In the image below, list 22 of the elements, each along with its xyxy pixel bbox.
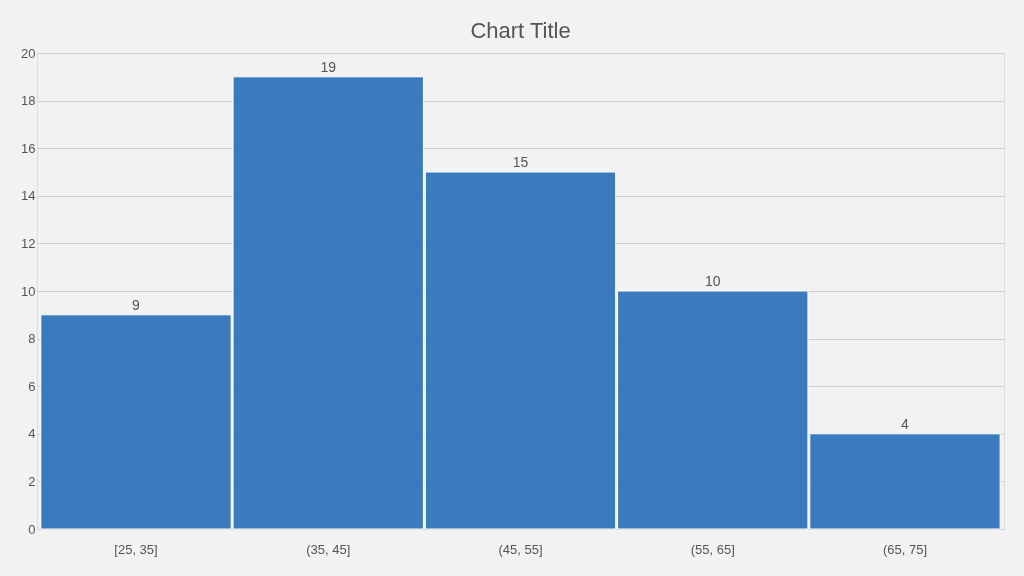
y-tick-label: 10 <box>21 283 36 299</box>
x-tick-label: [25, 35] <box>114 541 158 557</box>
y-tick-label: 8 <box>28 331 36 347</box>
y-tick-label: 0 <box>28 521 36 537</box>
data-label: 15 <box>512 154 529 170</box>
data-label: 10 <box>704 273 721 289</box>
y-tick-label: 20 <box>21 45 36 61</box>
y-tick-label: 18 <box>21 93 36 109</box>
y-tick-label: 6 <box>28 378 36 394</box>
x-tick-label: (35, 45] <box>306 541 351 557</box>
data-label: 9 <box>132 296 141 313</box>
x-tick-label: (55, 65] <box>690 541 735 557</box>
y-tick-label: 16 <box>21 140 36 156</box>
y-tick-label: 14 <box>21 188 36 204</box>
data-label: 19 <box>320 58 337 75</box>
y-tick-label: 4 <box>28 426 36 442</box>
x-tick-label: (45, 55] <box>498 541 543 557</box>
y-tick-label: 2 <box>28 473 36 489</box>
chart-title: Chart Title <box>470 18 571 43</box>
y-tick-label: 12 <box>21 235 36 251</box>
x-tick-label: (65, 75] <box>882 541 928 557</box>
data-label: 4 <box>901 415 910 432</box>
